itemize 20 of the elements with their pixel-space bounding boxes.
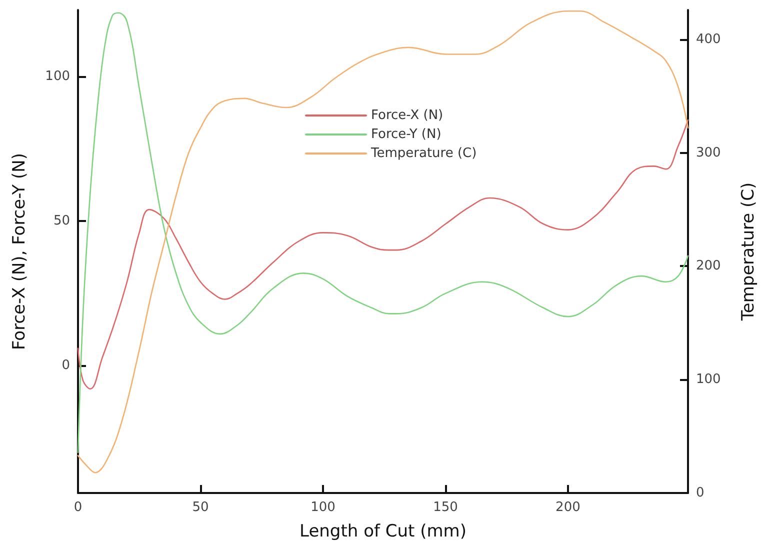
y2-axis-title: Temperature (C): [738, 182, 758, 322]
legend-label: Force-X (N): [371, 108, 444, 123]
legend-label: Force-Y (N): [371, 127, 442, 142]
x-tick-label: 0: [74, 500, 82, 515]
y2-tick-label: 400: [696, 32, 721, 47]
legend-label: Temperature (C): [370, 146, 477, 161]
y-tick-label: 0: [62, 358, 70, 374]
y-tick-label: 100: [45, 69, 70, 84]
x-tick-label: 150: [433, 500, 458, 515]
y2-tick-label: 0: [696, 486, 704, 500]
x-tick-label: 50: [192, 500, 209, 515]
y2-tick-label: 100: [696, 372, 721, 388]
x-axis-title: Length of Cut (mm): [300, 522, 466, 542]
y-tick-label: 50: [53, 214, 70, 229]
line-series: [77, 119, 689, 390]
y2-tick-label: 200: [696, 258, 721, 274]
x-tick-label: 100: [310, 500, 336, 515]
y-axis-title: Force-X (N), Force-Y (N): [10, 152, 30, 350]
x-tick-label: 200: [556, 500, 580, 515]
y2-tick-label: 300: [696, 145, 721, 160]
